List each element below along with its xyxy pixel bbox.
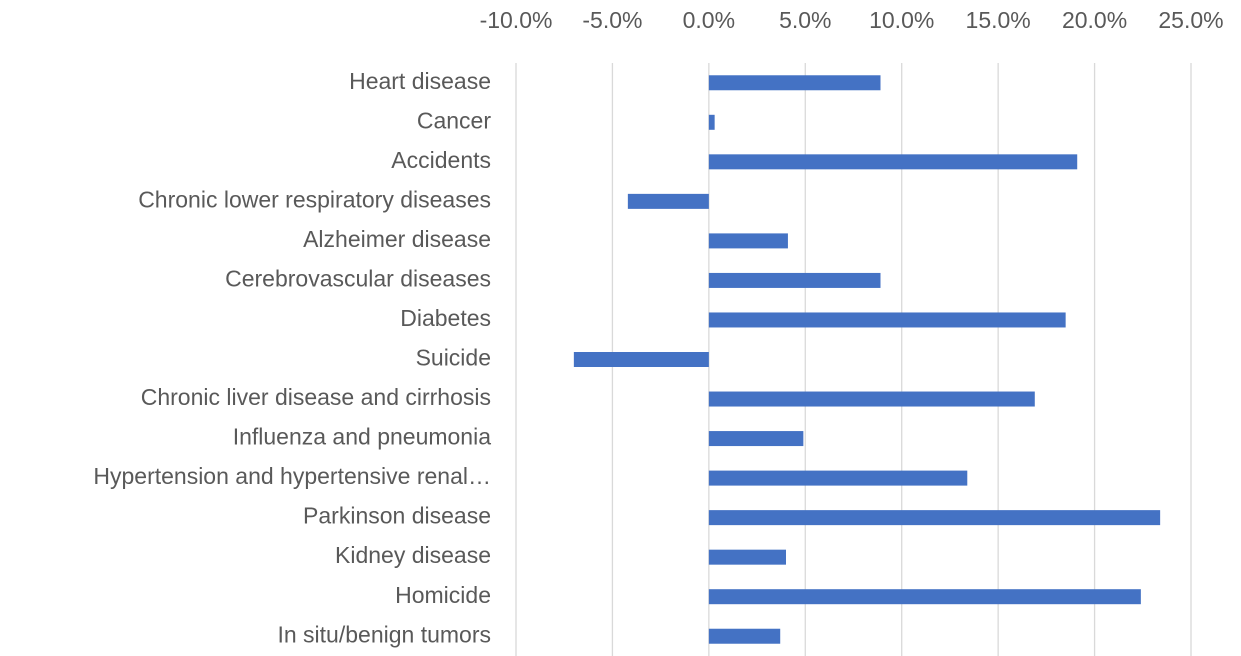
bar (708, 589, 1141, 605)
bar (708, 470, 968, 486)
x-tick-label: 5.0% (779, 7, 831, 33)
y-tick-label: Parkinson disease (303, 503, 491, 529)
bar (708, 510, 1161, 526)
y-tick-label: Alzheimer disease (303, 226, 491, 252)
bar (708, 75, 881, 91)
bar (627, 193, 709, 209)
y-tick-label: Homicide (395, 582, 491, 608)
x-tick-label: 10.0% (869, 7, 934, 33)
x-tick-label: 0.0% (683, 7, 735, 33)
y-tick-label: Influenza and pneumonia (233, 424, 492, 450)
bar (708, 114, 715, 130)
y-tick-label: Chronic liver disease and cirrhosis (141, 384, 491, 410)
bar (708, 154, 1078, 170)
x-tick-label: -10.0% (480, 7, 553, 33)
bar (708, 549, 786, 565)
y-tick-label: Suicide (416, 345, 491, 371)
y-tick-label: Diabetes (400, 305, 491, 331)
y-tick-label: In situ/benign tumors (277, 621, 491, 647)
x-tick-label: -5.0% (582, 7, 642, 33)
bar (708, 312, 1066, 328)
y-tick-label: Hypertension and hypertensive renal… (93, 463, 491, 489)
bar (708, 628, 781, 644)
bar (573, 352, 709, 367)
y-tick-label: Kidney disease (335, 542, 491, 568)
y-tick-label: Cancer (417, 107, 491, 133)
x-tick-label: 25.0% (1158, 7, 1223, 33)
y-tick-label: Cerebrovascular diseases (225, 266, 491, 292)
y-tick-label: Chronic lower respiratory diseases (138, 186, 491, 212)
y-tick-label: Heart disease (349, 68, 491, 94)
bar (708, 272, 881, 288)
bar (708, 391, 1035, 407)
bar (708, 233, 788, 249)
bar (708, 431, 804, 447)
y-tick-label: Accidents (391, 147, 491, 173)
x-tick-label: 20.0% (1062, 7, 1127, 33)
x-tick-label: 15.0% (966, 7, 1031, 33)
